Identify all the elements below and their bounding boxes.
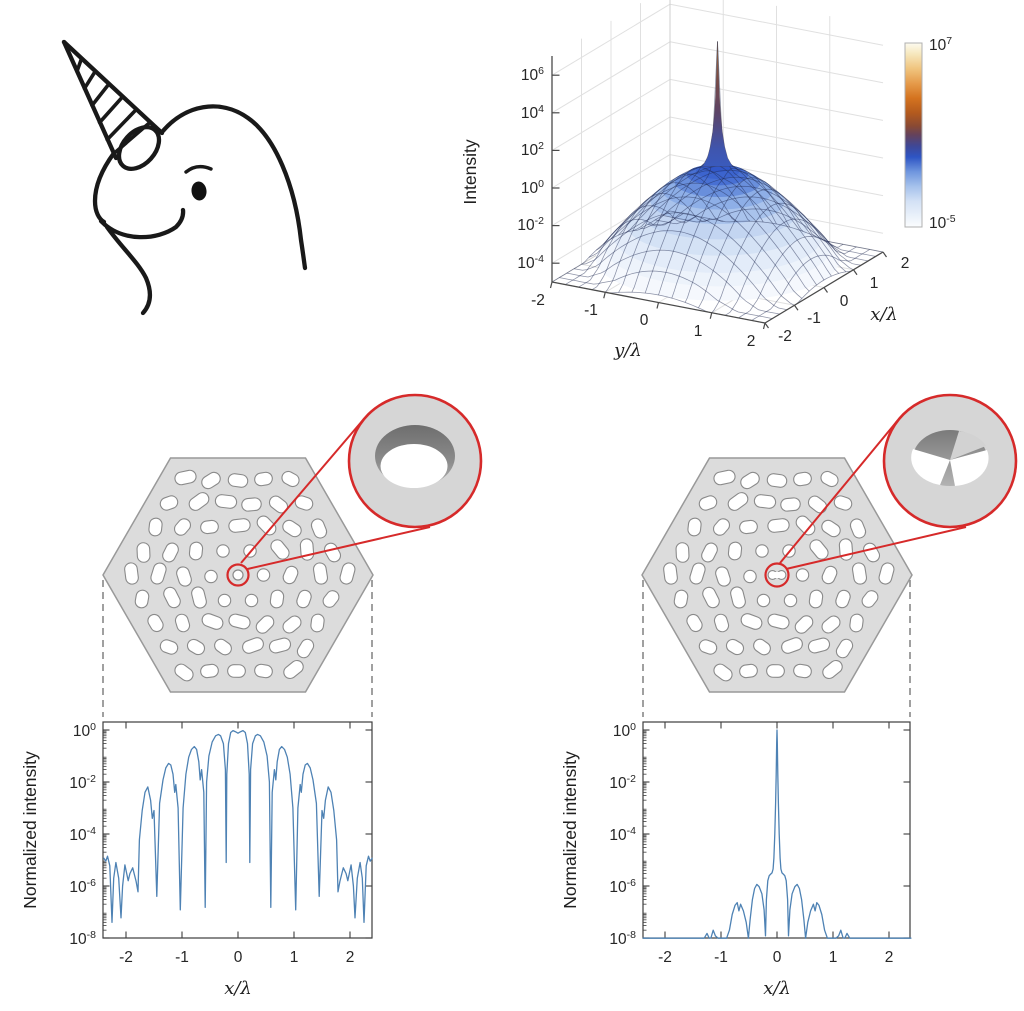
chin-neck-line (104, 224, 152, 316)
tusk-upper-edge (61, 39, 165, 136)
y-tick-label: 10-4 (609, 825, 636, 844)
x-tick-label: 2 (346, 949, 355, 966)
tusk-base-ring (116, 125, 162, 171)
plot-tickmarks (103, 722, 372, 939)
eye (191, 181, 207, 201)
colorbar-min-label: 10-5 (929, 213, 956, 232)
hex-structure-right (641, 393, 1018, 693)
profile-plot-right: 100 10-2 10-4 10-6 10-8 -2 -1 0 1 2 Norm… (560, 721, 912, 999)
eyebrow (184, 164, 213, 174)
y-tick-label: 10-8 (609, 929, 636, 948)
colorbar-max-label: 107 (929, 35, 952, 54)
y-tick-label: 100 (613, 721, 636, 740)
y-tick-label: -1 (584, 302, 598, 319)
x-tick-label: -2 (658, 949, 672, 966)
x-tick-label: 2 (901, 255, 910, 272)
profile-plot-left: 100 10-2 10-4 10-6 10-8 -2 -1 0 1 2 Norm… (20, 721, 373, 999)
center-bowtie-hole (767, 570, 787, 580)
nose-outline (92, 150, 117, 225)
z-tick-label: 10-2 (517, 215, 544, 234)
y-tick-label: 2 (747, 333, 756, 350)
hole-array (124, 469, 356, 682)
bowtie-wedge-left (911, 449, 950, 485)
y-axis-label: Normalized intensity (20, 751, 40, 909)
surface-dome (551, 41, 884, 324)
y-tick-label: 10-2 (69, 773, 96, 792)
callout-lines (240, 419, 431, 570)
x-tick-label: -1 (175, 949, 189, 966)
bowtie-wedge-right (950, 450, 989, 486)
z-tick-label: 104 (521, 103, 544, 122)
x-axis-label: x/λ (870, 304, 898, 325)
zoom-inset-circular-hole (347, 393, 483, 529)
hole-array (663, 469, 895, 682)
x-tick-label: 0 (234, 949, 243, 966)
x-tick-label: 2 (885, 949, 894, 966)
zoom-inset-bowtie-hole (882, 393, 1018, 529)
x-axis-label: x/λ (224, 978, 252, 999)
mouth-smile (98, 207, 186, 240)
y-tick-label: 10-4 (69, 825, 96, 844)
intensity-curve (642, 729, 912, 939)
intensity-curve (103, 729, 373, 923)
plot-frame (102, 721, 373, 939)
surface-plot-tickmarks (549, 74, 887, 330)
x-tick-label: 1 (829, 949, 838, 966)
z-tick-label: 10-4 (517, 253, 544, 272)
x-tick-label: 1 (290, 949, 299, 966)
x-tick-labels: -2 -1 0 1 2 (658, 949, 893, 966)
colorbar: 107 10-5 (904, 35, 956, 232)
y-axis-label: Normalized intensity (560, 751, 580, 909)
x-tick-label: -1 (807, 310, 821, 327)
y-tick-label: 10-8 (69, 929, 96, 948)
y-tick-labels: 100 10-2 10-4 10-6 10-8 (69, 721, 96, 948)
x-tick-label: 1 (870, 275, 879, 292)
z-tick-label: 106 (521, 65, 544, 84)
x-tick-labels: -2 -1 0 1 2 (119, 949, 354, 966)
y-tick-label: 0 (640, 312, 649, 329)
z-tick-label: 102 (521, 140, 544, 159)
y-tick-label: 10-2 (609, 773, 636, 792)
z-tick-label: 100 (521, 178, 544, 197)
surface-plot: 106 104 102 100 10-2 10-4 Intensity -2 -… (460, 0, 956, 361)
hex-structure-left (102, 393, 483, 693)
narwhal-illustration (61, 39, 308, 316)
x-tick-label: 0 (773, 949, 782, 966)
x-axis-label: x/λ (763, 978, 791, 999)
zoom-marker-circle (764, 562, 790, 588)
head-outline (160, 104, 308, 271)
y-tick-label: 100 (73, 721, 96, 740)
x-tick-label: -2 (778, 328, 792, 345)
colorbar-gradient-bar (904, 42, 923, 228)
callout-lines (779, 419, 967, 570)
y-axis-label: y/λ (613, 340, 642, 361)
zoom-marker-circle (226, 563, 250, 587)
z-tick-labels: 106 104 102 100 10-2 10-4 (517, 65, 544, 272)
y-tick-labels: 100 10-2 10-4 10-6 10-8 (609, 721, 636, 948)
x-axis-tick-labels: -2 -1 0 1 2 (778, 255, 909, 345)
bowtie-blade-highlight (950, 431, 986, 460)
projection-guides (102, 580, 911, 717)
hole-opening (380, 444, 448, 488)
y-tick-label: 10-6 (609, 877, 636, 896)
center-hole (232, 569, 244, 581)
y-tick-label: 10-6 (69, 877, 96, 896)
x-tick-label: -2 (119, 949, 133, 966)
y-tick-label: 1 (694, 323, 703, 340)
x-tick-label: -1 (714, 949, 728, 966)
x-tick-label: 0 (840, 293, 849, 310)
tusk-spiral-stripes (75, 56, 153, 155)
y-tick-label: -2 (531, 292, 545, 309)
z-axis-label: Intensity (460, 139, 480, 204)
y-axis-tick-labels: -2 -1 0 1 2 (531, 292, 755, 350)
